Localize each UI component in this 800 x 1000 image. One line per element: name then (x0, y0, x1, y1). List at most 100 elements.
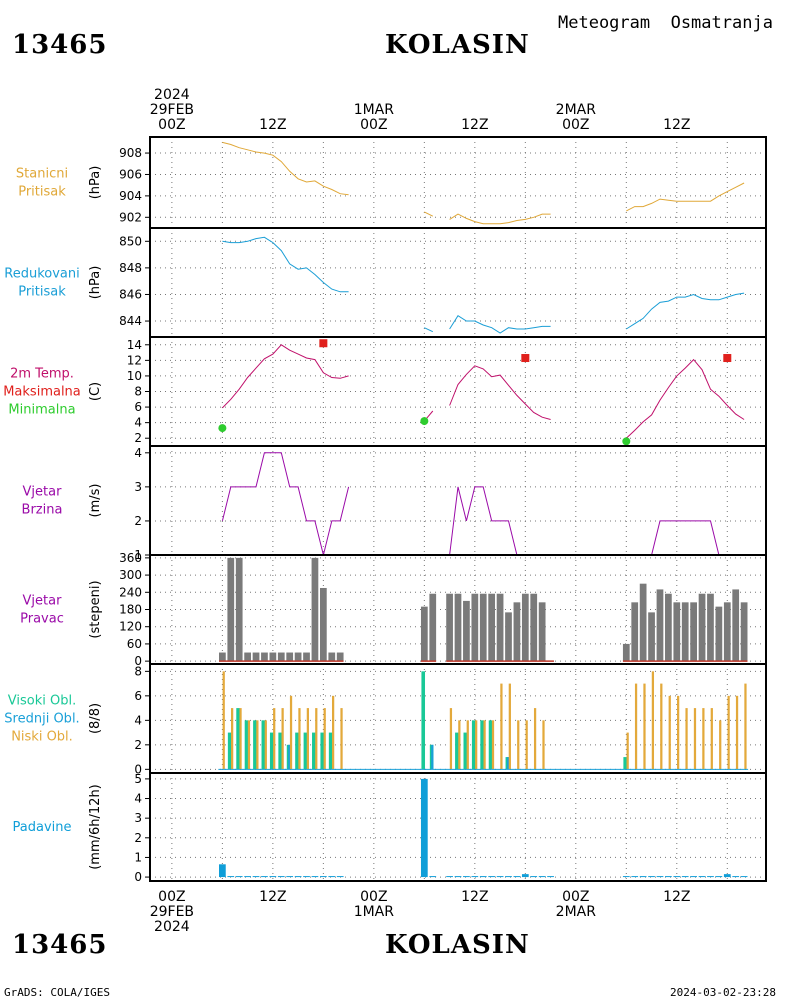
y-axis-label: (mm/6h/12h) (88, 784, 103, 870)
series-line (449, 213, 551, 225)
bar (235, 557, 243, 662)
panel-label: Pritisak (18, 185, 66, 200)
ytick-label: 2 (134, 431, 142, 445)
bar (278, 732, 282, 770)
y-axis-label: (m/s) (88, 484, 103, 518)
bar (693, 708, 697, 770)
bar (455, 732, 459, 770)
bar (227, 557, 235, 662)
bar (236, 708, 240, 770)
ytick-label: 1 (134, 548, 142, 562)
bar (303, 652, 310, 662)
bar (336, 652, 344, 662)
station-id-bottom: 13465 (12, 930, 108, 960)
time-label-bottom: 12Z (461, 889, 488, 905)
y-axis-label: (8/8) (88, 703, 103, 734)
bar (530, 876, 538, 878)
ytick-label: 3 (134, 480, 142, 494)
bar (466, 720, 469, 770)
bar (643, 683, 646, 770)
panel-label: Stanicni (16, 167, 68, 182)
ytick-label: 4 (134, 713, 142, 727)
ytick-label: 10 (127, 369, 142, 383)
panel-frame (149, 445, 767, 556)
bar (698, 593, 706, 662)
bar (488, 720, 493, 770)
station-id-top: 13465 (12, 30, 108, 60)
max-temp-marker (521, 354, 530, 363)
bar (707, 593, 714, 662)
bar (479, 593, 487, 662)
bar (295, 732, 299, 770)
bar (277, 652, 285, 662)
bar (508, 683, 511, 770)
ytick-label: 8 (134, 664, 142, 678)
bar (235, 876, 243, 878)
bar (525, 720, 528, 770)
bar (491, 720, 495, 770)
ytick-label: 4 (134, 446, 142, 460)
min-temp-marker (622, 437, 631, 446)
ytick-label: 300 (119, 568, 142, 582)
bar (446, 593, 453, 662)
bar (463, 876, 470, 878)
max-temp-marker (723, 354, 732, 363)
bar (639, 583, 647, 662)
time-label-top: 1MAR (354, 102, 395, 118)
bar (458, 720, 461, 770)
bar (505, 876, 512, 878)
bar (622, 876, 630, 878)
series-line (222, 344, 349, 409)
bar (320, 732, 325, 770)
ytick-label: 1 (134, 850, 142, 864)
bar (715, 876, 723, 878)
ytick-label: 6 (134, 400, 142, 414)
bar (239, 708, 242, 770)
ytick-label: 2 (134, 831, 142, 845)
bar (665, 593, 672, 662)
bar (231, 708, 234, 770)
bar (719, 720, 722, 770)
max-temp-marker (319, 339, 328, 348)
bar (336, 876, 344, 878)
wind-direction-panel (145, 554, 767, 665)
ytick-label: 904 (119, 189, 142, 203)
bar (505, 612, 512, 662)
panel-frame (149, 772, 767, 882)
y-axis-label: (hPa) (88, 166, 103, 200)
bar (446, 876, 453, 878)
bar (517, 720, 520, 770)
bar (219, 652, 226, 662)
bar (247, 720, 251, 770)
bar (269, 652, 277, 662)
ytick-label: 12 (127, 353, 142, 367)
panel-label: Pravac (20, 612, 64, 627)
panel-label: Vjetar (23, 594, 63, 609)
bar (261, 720, 266, 770)
bar (306, 708, 309, 770)
bar (328, 652, 336, 662)
ytick-label: 0 (134, 870, 142, 884)
time-label-bottom: 2024 (154, 919, 190, 935)
bar (513, 876, 521, 878)
bar (252, 876, 260, 878)
bar (331, 695, 335, 770)
time-label-top: 29FEB (150, 102, 194, 118)
min-temp-marker (218, 424, 227, 433)
bar (311, 876, 319, 878)
bar (665, 876, 672, 878)
bar (286, 652, 294, 662)
time-label-top: 2024 (154, 87, 190, 103)
bar (273, 708, 276, 770)
bar (542, 720, 545, 770)
bar (222, 671, 225, 770)
ytick-label: 906 (119, 167, 142, 181)
cloudiness-panel (145, 663, 767, 774)
bar (521, 874, 529, 878)
bar (261, 652, 268, 662)
series-line (626, 292, 745, 330)
bar (673, 876, 681, 878)
bar (420, 606, 428, 662)
bar (449, 708, 453, 770)
bar (421, 671, 426, 770)
